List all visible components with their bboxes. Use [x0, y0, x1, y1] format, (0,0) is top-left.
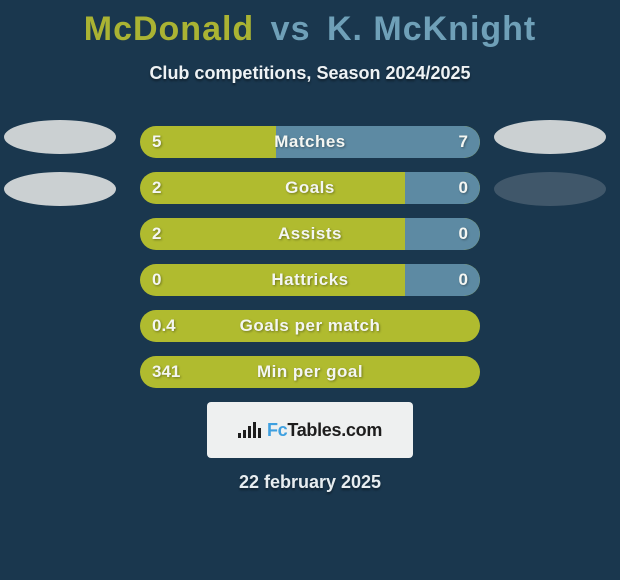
player1-team-icon	[4, 172, 116, 206]
stat-right-value: 7	[459, 126, 468, 158]
player2-badge-icon	[494, 120, 606, 154]
stat-row-assists: 2 Assists 0	[140, 218, 480, 250]
stat-bars: 5 Matches 7 2 Goals 0 2 Assists 0 0 Hatt…	[140, 126, 480, 388]
vs-text: vs	[271, 10, 311, 48]
player2-name: K. McKnight	[327, 10, 536, 48]
stat-label: Goals	[140, 172, 480, 204]
player1-badge-icon	[4, 120, 116, 154]
stat-right-value: 0	[459, 218, 468, 250]
stat-label: Assists	[140, 218, 480, 250]
fctables-badge: FcTables.com	[207, 402, 413, 458]
stat-row-goals: 2 Goals 0	[140, 172, 480, 204]
stat-label: Min per goal	[140, 356, 480, 388]
stat-label: Matches	[140, 126, 480, 158]
brand-text: FcTables.com	[267, 420, 382, 441]
stat-row-min-per-goal: 341 Min per goal	[140, 356, 480, 388]
stat-label: Hattricks	[140, 264, 480, 296]
comparison-title: McDonald vs K. McKnight	[0, 0, 620, 49]
brand-prefix: Fc	[267, 420, 287, 440]
player2-team-icon	[494, 172, 606, 206]
date-text: 22 february 2025	[0, 472, 620, 493]
brand-suffix: .com	[341, 420, 382, 440]
stat-label: Goals per match	[140, 310, 480, 342]
chart-bars-icon	[238, 422, 261, 438]
subtitle: Club competitions, Season 2024/2025	[0, 63, 620, 84]
brand-main: Tables	[287, 420, 341, 440]
stat-right-value: 0	[459, 264, 468, 296]
stat-row-hattricks: 0 Hattricks 0	[140, 264, 480, 296]
stat-row-matches: 5 Matches 7	[140, 126, 480, 158]
player1-name: McDonald	[84, 10, 254, 48]
stat-right-value: 0	[459, 172, 468, 204]
stat-row-goals-per-match: 0.4 Goals per match	[140, 310, 480, 342]
